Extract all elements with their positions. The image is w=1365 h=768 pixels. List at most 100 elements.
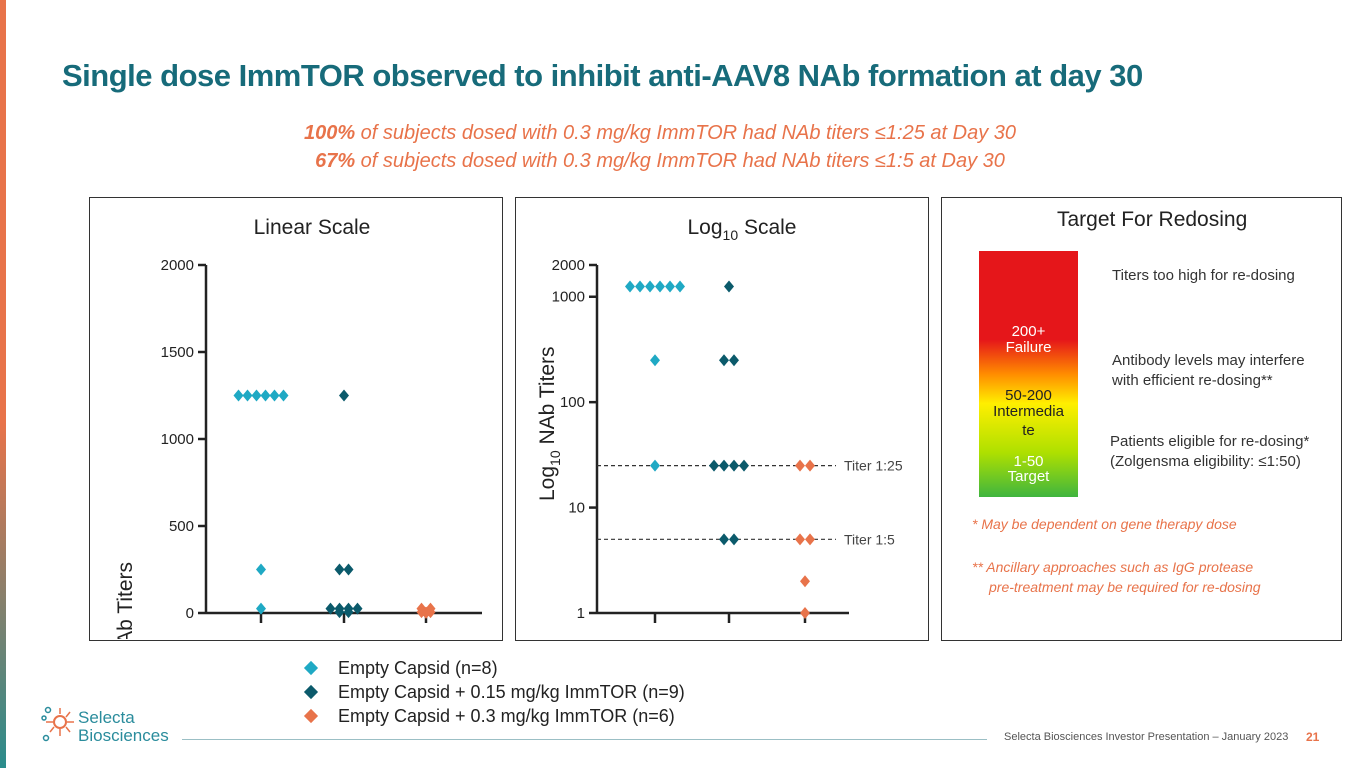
intermediate-label-2: te [1022, 422, 1035, 439]
data-point [795, 533, 805, 546]
data-point [242, 389, 253, 402]
data-point [343, 563, 354, 576]
data-point [645, 280, 655, 293]
subtitle-emphasis-2: 67% [315, 150, 356, 172]
log-chart-panel: Log10 Scale Log10 NAb Titers 1 10 100 1000 2… [515, 197, 929, 641]
legend-label-high-dose: Empty Capsid + 0.3 mg/kg ImmTOR (n=6) [338, 705, 675, 726]
data-point [665, 280, 675, 293]
data-point [233, 389, 244, 402]
log-y-tick-label: 1 [577, 605, 585, 622]
data-point [260, 389, 271, 402]
data-point [251, 389, 262, 402]
subtitle-text-1: of subjects dosed with 0.3 mg/kg ImmTOR … [355, 122, 1017, 144]
data-point [650, 354, 660, 367]
data-point [800, 607, 810, 619]
data-point [635, 280, 645, 293]
intermediate-value: 50-200 [1005, 387, 1052, 404]
linear-y-tick-label: 2000 [161, 257, 194, 274]
data-point [729, 459, 739, 472]
page-number: 21 [1306, 730, 1320, 744]
subtitle-line-2: 67% of subjects dosed with 0.3 mg/kg Imm… [0, 150, 1320, 173]
log-scale-chart: Log10 Scale Log10 NAb Titers 11010010002… [536, 216, 903, 623]
legend-label-empty: Empty Capsid (n=8) [338, 657, 498, 678]
data-point [256, 563, 266, 576]
failure-value: 200+ [1011, 323, 1046, 340]
linear-y-tick-label: 1500 [161, 344, 194, 361]
data-point [339, 389, 349, 402]
target-panel: Target For Redosing 200+ Failure 50-200 … [941, 197, 1342, 641]
footer-text: Selecta Biosciences Investor Presentatio… [1004, 731, 1289, 743]
linear-chart-panel: Linear Scale NAb Titers 0 500 1000 1500 2000 [89, 197, 503, 641]
note-eligible-1: Patients eligible for re-dosing* [1110, 433, 1310, 450]
data-point [709, 459, 719, 472]
data-point [724, 280, 734, 293]
accent-bar [0, 0, 6, 768]
data-point [278, 389, 289, 402]
data-point [719, 354, 729, 367]
page-title: Single dose ImmTOR observed to inhibit a… [62, 58, 1143, 93]
note-eligible-2: (Zolgensma eligibility: ≤1:50) [1110, 453, 1301, 470]
data-point [719, 533, 729, 546]
linear-y-axis-label: NAb Titers [114, 562, 137, 639]
data-point [625, 280, 635, 293]
data-point [421, 606, 431, 619]
data-point [805, 459, 815, 472]
target-value: 1-50 [1013, 453, 1044, 470]
data-point [805, 533, 815, 546]
linear-chart-title: Linear Scale [254, 216, 371, 239]
footnote-ancillary-2: pre-treatment may be required for re-dos… [989, 579, 1261, 595]
subtitle-line-1: 100% of subjects dosed with 0.3 mg/kg Im… [0, 122, 1320, 145]
log-title-suffix: Scale [738, 216, 796, 239]
note-interfere-1: Antibody levels may interfere [1112, 352, 1305, 369]
data-point [334, 563, 345, 576]
log-ylabel-suffix: NAb Titers [536, 347, 559, 451]
log-chart-title: Log10 Scale [688, 216, 797, 243]
target-label: Target [1007, 468, 1050, 485]
log-title-prefix: Log [688, 216, 723, 239]
data-point [352, 602, 363, 615]
data-point [334, 606, 345, 619]
data-point [675, 280, 685, 293]
log-ylabel-sub: 10 [547, 450, 563, 466]
data-point [729, 354, 739, 367]
data-point [800, 575, 810, 588]
log-ylabel-prefix: Log [536, 466, 559, 501]
linear-y-tick-label: 0 [186, 605, 194, 622]
legend-marker-high-dose [303, 708, 319, 724]
linear-y-tick-label: 500 [169, 518, 194, 535]
note-too-high: Titers too high for re-dosing [1112, 267, 1295, 284]
logo-text-selecta: Selecta [78, 708, 135, 727]
data-point [650, 459, 660, 472]
reference-line-label: Titer 1:5 [844, 531, 895, 547]
footer-divider [182, 739, 987, 740]
chart-legend: Empty Capsid (n=8) Empty Capsid + 0.15 m… [300, 656, 685, 728]
linear-y-axis-label-text: NAb Titers [114, 562, 137, 639]
legend-marker-empty [303, 660, 319, 676]
logo-text-biosciences: Biosciences [78, 726, 169, 745]
footnote-ancillary-1: ** Ancillary approaches such as IgG prot… [972, 559, 1254, 575]
titer-color-bar: 200+ Failure 50-200 Intermedia te 1-50 T… [979, 251, 1078, 497]
data-point [655, 280, 665, 293]
data-point [719, 459, 729, 472]
subtitle-emphasis-1: 100% [303, 122, 356, 144]
data-point [325, 602, 336, 615]
intermediate-label-1: Intermedia [993, 403, 1064, 420]
legend-item-high-dose: Empty Capsid + 0.3 mg/kg ImmTOR (n=6) [300, 704, 685, 728]
legend-item-low-dose: Empty Capsid + 0.15 mg/kg ImmTOR (n=9) [300, 680, 685, 704]
log-y-tick-label: 100 [560, 394, 585, 411]
data-point [729, 533, 739, 546]
data-point [343, 606, 354, 619]
subtitle-text-2: of subjects dosed with 0.3 mg/kg ImmTOR … [355, 150, 1005, 172]
log-y-axis-label: Log10 NAb Titers [536, 347, 563, 502]
linear-scale-chart: Linear Scale NAb Titers 0 500 1000 1500 2000 [114, 216, 482, 639]
reference-line-label: Titer 1:25 [844, 458, 903, 474]
target-title: Target For Redosing [1057, 208, 1248, 231]
legend-item-empty: Empty Capsid (n=8) [300, 656, 685, 680]
note-interfere-2: with efficient re-dosing** [1112, 372, 1273, 389]
logo-mark-icon [41, 706, 74, 742]
legend-marker-low-dose [303, 684, 319, 700]
log-y-tick-label: 10 [568, 500, 585, 517]
failure-label: Failure [1005, 339, 1052, 356]
footnote-dose: * May be dependent on gene therapy dose [972, 516, 1237, 532]
legend-label-low-dose: Empty Capsid + 0.15 mg/kg ImmTOR (n=9) [338, 681, 685, 702]
